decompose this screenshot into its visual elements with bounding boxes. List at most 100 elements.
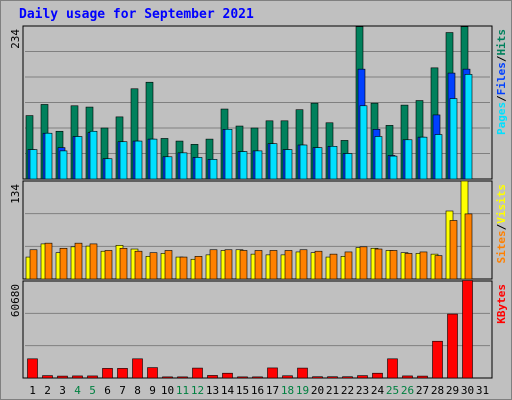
- bar-sites-day-23: [359, 246, 368, 280]
- x-tick-day-29: 29: [446, 384, 459, 397]
- bar-pages-day-4: [74, 136, 83, 180]
- bar-pages-day-17: [269, 143, 278, 180]
- panel-bottom-border: [22, 280, 493, 379]
- bar-pages-day-9: [149, 138, 158, 180]
- panel-top-max-label: 234: [9, 29, 22, 49]
- bar-sites-day-6: [104, 250, 113, 280]
- bar-sites-day-13: [209, 249, 218, 280]
- bar-kbytes-day-10: [162, 376, 173, 379]
- bar-sites-day-5: [89, 243, 98, 280]
- legend-files: Files: [495, 62, 508, 95]
- bar-pages-day-15: [239, 151, 248, 180]
- bar-pages-day-23: [359, 105, 368, 180]
- bar-pages-day-7: [119, 141, 128, 180]
- bar-sites-day-17: [269, 250, 278, 280]
- panel-middle-legend: Sites/Visits: [495, 184, 508, 264]
- bar-sites-day-8: [134, 250, 143, 280]
- bar-pages-day-19: [299, 144, 308, 180]
- panel-bottom-legend: KBytes: [495, 284, 508, 324]
- x-tick-day-4: 4: [74, 384, 81, 397]
- bar-sites-day-22: [344, 251, 353, 280]
- legend-visits: Visits: [495, 184, 508, 224]
- bar-pages-day-8: [134, 140, 143, 180]
- bar-kbytes-day-3: [57, 375, 68, 379]
- bar-kbytes-day-6: [102, 368, 113, 379]
- bar-sites-day-18: [284, 250, 293, 280]
- bar-kbytes-day-15: [237, 376, 248, 379]
- x-tick-day-22: 22: [341, 384, 354, 397]
- bar-pages-day-1: [29, 149, 38, 180]
- x-tick-day-27: 27: [416, 384, 429, 397]
- bar-sites-day-10: [164, 250, 173, 280]
- bar-kbytes-day-17: [267, 367, 278, 379]
- bar-kbytes-day-19: [297, 367, 308, 379]
- x-tick-day-3: 3: [59, 384, 66, 397]
- x-tick-day-28: 28: [431, 384, 444, 397]
- bar-kbytes-day-4: [72, 375, 83, 379]
- bar-kbytes-day-9: [147, 367, 158, 379]
- x-tick-day-14: 14: [221, 384, 235, 397]
- bar-kbytes-day-20: [312, 376, 323, 379]
- bar-pages-day-25: [389, 155, 398, 180]
- bar-sites-day-14: [224, 249, 233, 280]
- x-tick-day-5: 5: [89, 384, 96, 397]
- bar-sites-day-15: [239, 250, 248, 280]
- bar-sites-day-2: [44, 242, 53, 280]
- bar-kbytes-day-12: [192, 367, 203, 379]
- bar-pages-day-2: [44, 132, 53, 180]
- bar-kbytes-day-21: [327, 376, 338, 379]
- x-tick-day-15: 15: [236, 384, 249, 397]
- bar-sites-day-27: [419, 251, 428, 280]
- panel-top-legend: Pages/Files/Hits: [495, 29, 508, 135]
- x-tick-day-19: 19: [296, 384, 309, 397]
- bar-kbytes-day-23: [357, 375, 368, 379]
- bar-kbytes-day-5: [87, 375, 98, 379]
- legend-separator: /: [495, 55, 508, 62]
- x-tick-day-23: 23: [356, 384, 369, 397]
- bar-pages-day-24: [374, 136, 383, 180]
- bar-pages-day-13: [209, 159, 218, 180]
- x-tick-day-21: 21: [326, 384, 339, 397]
- x-tick-day-26: 26: [401, 384, 414, 397]
- legend-hits: Hits: [495, 29, 508, 56]
- bar-pages-day-10: [164, 156, 173, 180]
- x-tick-day-7: 7: [119, 384, 126, 397]
- bar-pages-day-18: [284, 149, 293, 180]
- x-tick-day-12: 12: [191, 384, 204, 397]
- bar-sites-day-28: [434, 255, 443, 280]
- bar-pages-day-29: [449, 98, 458, 180]
- bar-kbytes-day-27: [417, 375, 428, 379]
- bar-kbytes-day-28: [432, 340, 443, 379]
- bar-pages-day-3: [59, 150, 68, 180]
- bar-sites-day-20: [314, 250, 323, 280]
- bar-pages-day-11: [179, 152, 188, 180]
- bar-sites-day-26: [404, 253, 413, 280]
- bar-pages-day-6: [104, 158, 113, 180]
- bar-sites-day-24: [374, 248, 383, 280]
- bar-kbytes-day-1: [27, 358, 38, 379]
- x-tick-day-11: 11: [176, 384, 189, 397]
- x-tick-day-20: 20: [311, 384, 324, 397]
- x-tick-day-30: 30: [461, 384, 474, 397]
- x-tick-day-17: 17: [266, 384, 279, 397]
- bar-sites-day-11: [179, 256, 188, 280]
- bar-pages-day-30: [464, 74, 473, 180]
- bar-kbytes-day-24: [372, 372, 383, 379]
- bar-pages-day-26: [404, 139, 413, 180]
- bar-sites-day-25: [389, 250, 398, 280]
- bar-pages-day-28: [434, 134, 443, 180]
- bar-pages-day-27: [419, 136, 428, 180]
- chart-title: Daily usage for September 2021: [19, 7, 254, 22]
- bar-sites-day-9: [149, 252, 158, 280]
- bar-kbytes-day-2: [42, 375, 53, 379]
- x-tick-day-24: 24: [371, 384, 385, 397]
- bar-sites-day-4: [74, 242, 83, 280]
- bar-sites-day-16: [254, 250, 263, 280]
- bar-kbytes-day-16: [252, 376, 263, 379]
- bar-sites-day-29: [449, 220, 458, 280]
- bar-pages-day-21: [329, 146, 338, 180]
- x-tick-day-6: 6: [104, 384, 111, 397]
- x-tick-day-16: 16: [251, 384, 264, 397]
